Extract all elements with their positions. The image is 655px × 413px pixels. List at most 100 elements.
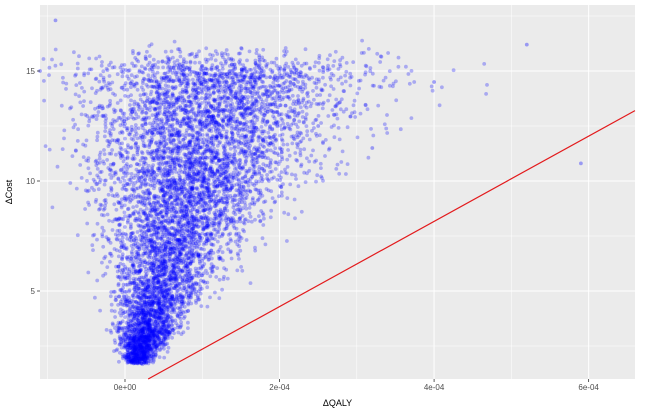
data-point [222, 151, 226, 156]
data-point [167, 203, 172, 208]
data-point [305, 156, 309, 161]
data-point [138, 169, 142, 174]
data-point [197, 178, 202, 183]
data-point [117, 294, 122, 299]
data-point [144, 206, 149, 211]
data-point [165, 94, 170, 99]
data-point [270, 69, 275, 73]
data-point [182, 244, 187, 248]
data-point [198, 161, 203, 166]
data-point [249, 111, 254, 115]
data-point [211, 115, 216, 120]
data-point [209, 236, 214, 241]
data-point [196, 274, 201, 279]
data-point [261, 223, 266, 227]
data-point [141, 342, 145, 347]
data-point [209, 105, 213, 110]
data-point [120, 302, 125, 307]
data-point [305, 133, 309, 138]
data-point [136, 354, 141, 359]
data-point [182, 304, 187, 309]
data-point [73, 92, 78, 97]
data-point [238, 248, 243, 253]
data-point [142, 225, 146, 230]
data-point [143, 212, 148, 217]
data-point [247, 125, 252, 130]
data-point [292, 197, 297, 202]
data-point [248, 281, 253, 285]
data-point [217, 296, 222, 301]
data-point [161, 122, 166, 126]
data-point [304, 100, 309, 105]
data-point [158, 310, 163, 314]
data-point [208, 217, 213, 222]
data-point [124, 162, 129, 166]
data-point [138, 93, 143, 98]
data-point [94, 56, 98, 61]
data-point [232, 126, 237, 131]
data-point [194, 186, 199, 191]
data-point [232, 152, 237, 157]
data-point [121, 311, 126, 315]
data-point [235, 105, 240, 109]
data-point [245, 58, 249, 63]
data-point [294, 99, 299, 104]
data-point [207, 199, 212, 204]
data-point [161, 295, 166, 299]
data-point [273, 132, 277, 137]
data-point [184, 65, 189, 70]
data-point [161, 195, 166, 200]
data-point [151, 232, 156, 237]
data-point [114, 237, 119, 241]
data-point [175, 58, 180, 63]
data-point [146, 191, 151, 196]
data-point [241, 228, 245, 232]
data-point [189, 202, 193, 207]
data-point [208, 52, 213, 57]
data-point [170, 273, 174, 278]
data-point [163, 323, 168, 327]
data-point [285, 196, 290, 201]
data-point [115, 101, 120, 105]
data-point [261, 47, 266, 52]
data-point [190, 220, 195, 225]
data-point [270, 102, 275, 107]
data-point [124, 233, 129, 237]
data-point [100, 232, 105, 237]
data-point [185, 236, 189, 240]
data-point [241, 206, 245, 211]
data-point [157, 339, 161, 343]
data-point [160, 234, 165, 239]
data-point [137, 357, 141, 361]
data-point [440, 85, 444, 90]
data-point [103, 125, 108, 130]
data-point [164, 60, 168, 65]
data-point [301, 136, 306, 141]
data-point [213, 81, 217, 86]
data-point [191, 88, 195, 92]
data-point [167, 330, 171, 334]
data-point [188, 176, 192, 181]
data-point [228, 68, 232, 73]
data-point [130, 127, 135, 132]
data-point [199, 304, 204, 308]
data-point [136, 199, 141, 204]
data-point [485, 83, 489, 87]
data-point [93, 106, 97, 111]
data-point [331, 73, 336, 78]
data-point [341, 109, 346, 114]
data-point [148, 295, 153, 299]
data-point [59, 103, 64, 108]
data-point [351, 103, 356, 108]
data-point [279, 175, 283, 180]
data-point [208, 274, 213, 279]
data-point [139, 357, 144, 362]
data-point [165, 341, 170, 346]
data-point [181, 57, 186, 61]
data-point [129, 328, 134, 332]
data-point [340, 55, 345, 60]
data-point [136, 360, 141, 364]
data-point [159, 282, 163, 287]
data-point [223, 226, 228, 231]
data-point [224, 48, 229, 52]
